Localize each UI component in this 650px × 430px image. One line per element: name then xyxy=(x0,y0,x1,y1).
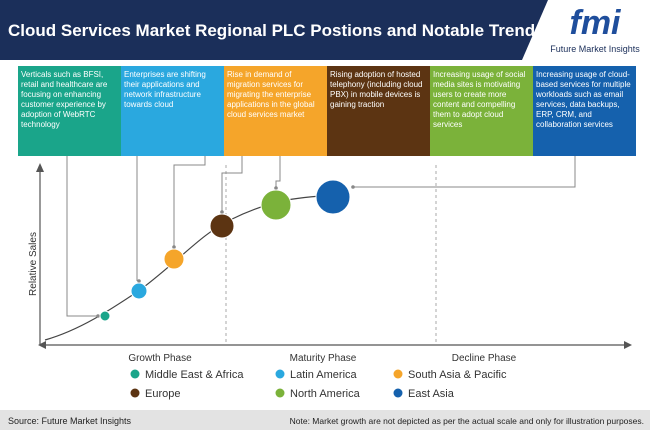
logo-mark: fmi xyxy=(570,4,623,42)
dot xyxy=(351,185,355,189)
dot xyxy=(137,279,141,283)
source: Source: Future Market Insights xyxy=(8,416,132,426)
note: Note: Market growth are not depicted as … xyxy=(290,416,644,426)
connector xyxy=(353,156,576,188)
logo-name: Future Market Insights xyxy=(550,44,640,54)
legend-label: Middle East & Africa xyxy=(145,369,244,381)
legend-swatch xyxy=(130,388,140,398)
legend-swatch xyxy=(275,369,285,379)
legend-swatch xyxy=(393,369,403,379)
connector xyxy=(66,156,98,317)
region-marker xyxy=(209,213,235,239)
trend-box: Increasing usage of social media sites i… xyxy=(430,66,533,156)
region-marker xyxy=(260,189,292,221)
connector xyxy=(173,156,206,247)
header-band xyxy=(0,0,548,60)
region-marker xyxy=(315,179,351,215)
legend-swatch xyxy=(393,388,403,398)
dot xyxy=(274,186,278,190)
dot xyxy=(172,245,176,249)
trend-box: Verticals such as BFSI, retail and healt… xyxy=(18,66,121,156)
legend-label: North America xyxy=(290,388,361,400)
region-marker xyxy=(163,248,185,270)
legend-label: East Asia xyxy=(408,388,455,400)
arrow xyxy=(38,341,46,349)
legend-label: South Asia & Pacific xyxy=(408,369,507,381)
title: Cloud Services Market Regional PLC Posti… xyxy=(8,21,545,40)
trend-box: Rise in demand of migration services for… xyxy=(224,66,327,156)
region-marker xyxy=(130,282,148,300)
legend-label: Latin America xyxy=(290,369,358,381)
trend-box: Enterprises are shifting their applicati… xyxy=(121,66,224,156)
dot xyxy=(220,210,224,214)
phase-label: Decline Phase xyxy=(452,353,517,364)
y-label: Relative Sales xyxy=(28,232,39,296)
phase-label: Growth Phase xyxy=(128,353,192,364)
legend-swatch xyxy=(130,369,140,379)
legend-swatch xyxy=(275,388,285,398)
arrow xyxy=(36,163,44,172)
trend-box: Increasing usage of cloud-based services… xyxy=(533,66,636,156)
footer-band xyxy=(0,410,650,430)
region-marker xyxy=(99,310,111,322)
legend-label: Europe xyxy=(145,388,180,400)
dot xyxy=(96,314,100,318)
trend-box: Rising adoption of hosted telephony (inc… xyxy=(327,66,430,156)
plc-curve xyxy=(44,194,346,341)
arrow xyxy=(624,341,632,349)
phase-label: Maturity Phase xyxy=(290,353,357,364)
connector xyxy=(221,156,243,212)
connector xyxy=(275,156,281,188)
